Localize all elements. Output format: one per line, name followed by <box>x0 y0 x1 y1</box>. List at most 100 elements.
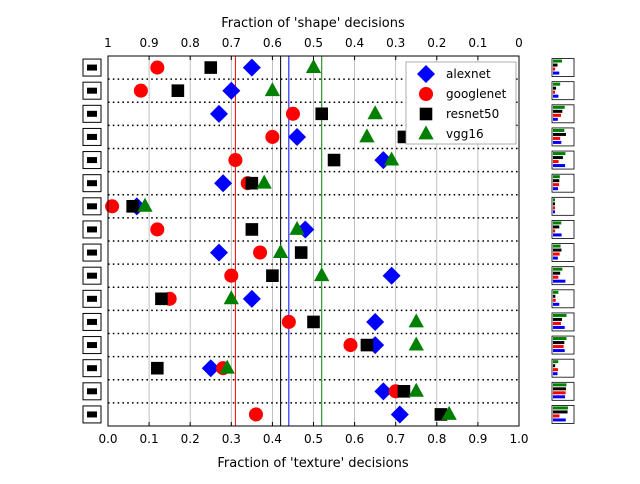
x2-tick-label: 0.8 <box>181 36 200 50</box>
point-resnet50 <box>266 269 279 282</box>
point-resnet50 <box>315 107 329 121</box>
point-googlenet <box>248 407 263 422</box>
x2-tick-label: 0.6 <box>263 36 282 50</box>
x-tick-label: 0.7 <box>386 432 405 446</box>
icon-glyph <box>87 272 97 279</box>
legend: alexnet googlenet resnet50 vgg16 <box>405 61 517 145</box>
mini-bar-resnet50 <box>553 317 562 321</box>
mini-bar-vgg16 <box>553 59 562 63</box>
x-tick-label: 0.2 <box>181 432 200 446</box>
mini-bar-googlenet <box>553 160 559 164</box>
mini-bar-alexnet <box>553 140 562 144</box>
x-tick-label: 0.1 <box>140 432 159 446</box>
point-googlenet <box>265 129 280 144</box>
mini-bar-resnet50 <box>553 63 558 67</box>
x2-tick-label: 0.2 <box>427 36 446 50</box>
mini-bar-resnet50 <box>553 410 568 414</box>
legend-item-vgg16: vgg16 <box>418 125 484 141</box>
row-separators <box>108 78 519 404</box>
point-vgg16 <box>289 220 305 235</box>
legend-marker-resnet50 <box>419 107 433 121</box>
mini-bars-keyboard <box>551 127 575 147</box>
mini-bars-boat <box>551 312 575 332</box>
legend-label-vgg16: vgg16 <box>446 127 484 141</box>
category-bicycle-icon <box>82 359 102 378</box>
mini-bar-resnet50 <box>553 225 560 229</box>
category-dog-icon <box>82 174 102 193</box>
legend-label-alexnet: alexnet <box>446 67 491 81</box>
legend-item-googlenet: googlenet <box>418 86 507 102</box>
point-alexnet <box>390 405 409 424</box>
mini-bar-frame <box>551 196 575 216</box>
mini-bar-googlenet <box>553 391 566 395</box>
x-tick-label: 0.6 <box>345 432 364 446</box>
category-bottle-icon <box>82 289 102 308</box>
mini-bar-googlenet <box>553 206 555 210</box>
point-alexnet <box>242 289 261 308</box>
mini-bars-elephant <box>551 150 575 170</box>
point-vgg16 <box>219 359 235 374</box>
mini-bar-resnet50 <box>553 248 562 252</box>
point-vgg16 <box>359 128 375 143</box>
mini-bar-googlenet <box>553 252 560 256</box>
mini-bar-alexnet <box>553 372 558 376</box>
x-tick-label: 0.9 <box>468 432 487 446</box>
mini-bar-alexnet <box>553 164 566 168</box>
point-googlenet <box>343 338 358 353</box>
point-resnet50 <box>245 223 259 236</box>
point-vgg16 <box>408 313 424 328</box>
mini-bar-alexnet <box>553 349 565 353</box>
category-truck-icon <box>82 58 102 77</box>
icon-glyph <box>87 87 97 94</box>
series-vgg16 <box>137 59 457 420</box>
mini-bar-resnet50 <box>553 271 561 275</box>
point-googlenet <box>150 222 165 237</box>
mini-bar-alexnet <box>553 279 566 283</box>
icon-glyph <box>87 133 97 140</box>
mini-bar-alexnet <box>553 71 560 75</box>
point-resnet50 <box>126 200 139 213</box>
x-tick-label: 1.0 <box>509 432 528 446</box>
mini-bar-resnet50 <box>553 364 556 368</box>
point-alexnet <box>201 359 220 378</box>
mini-bars-bottle <box>551 289 575 309</box>
point-googlenet <box>253 245 268 260</box>
category-chair-icon <box>82 220 102 239</box>
series-googlenet <box>105 60 403 422</box>
category-bear-icon <box>82 382 102 401</box>
mini-bar-vgg16 <box>553 383 567 387</box>
mini-bar-googlenet <box>553 229 556 233</box>
x-tick-label: 0.4 <box>263 432 282 446</box>
mini-bar-vgg16 <box>553 175 560 179</box>
mini-bar-googlenet <box>553 90 555 94</box>
mini-bar-vgg16 <box>553 244 561 248</box>
mini-bar-googlenet <box>553 275 559 279</box>
icon-glyph <box>87 388 97 395</box>
mini-bar-vgg16 <box>553 128 565 132</box>
mini-bar-resnet50 <box>553 156 563 160</box>
point-vgg16 <box>272 244 289 258</box>
category-elephant-icon <box>82 151 102 170</box>
mini-bar-alexnet <box>553 395 566 399</box>
point-vgg16 <box>305 59 322 73</box>
category-icons <box>82 58 102 424</box>
icon-glyph <box>87 110 97 117</box>
mini-bar-alexnet <box>553 233 562 237</box>
legend-marker-alexnet <box>417 65 435 83</box>
point-vgg16 <box>367 105 383 120</box>
point-resnet50 <box>307 315 320 329</box>
series-alexnet <box>127 58 409 424</box>
mini-bars-bottle <box>551 81 575 101</box>
mini-bar-alexnet <box>553 302 560 306</box>
mini-bars-airplane <box>551 405 575 424</box>
point-vgg16 <box>223 290 239 305</box>
mini-bar-resnet50 <box>553 387 566 391</box>
mini-bar-resnet50 <box>553 294 556 298</box>
x-tick-label: 0.8 <box>427 432 446 446</box>
legend-item-alexnet: alexnet <box>417 65 491 83</box>
mini-bar-resnet50 <box>553 86 557 90</box>
icon-glyph <box>87 157 97 164</box>
point-resnet50 <box>294 246 308 259</box>
point-googlenet <box>281 314 296 329</box>
point-googlenet <box>150 60 165 75</box>
